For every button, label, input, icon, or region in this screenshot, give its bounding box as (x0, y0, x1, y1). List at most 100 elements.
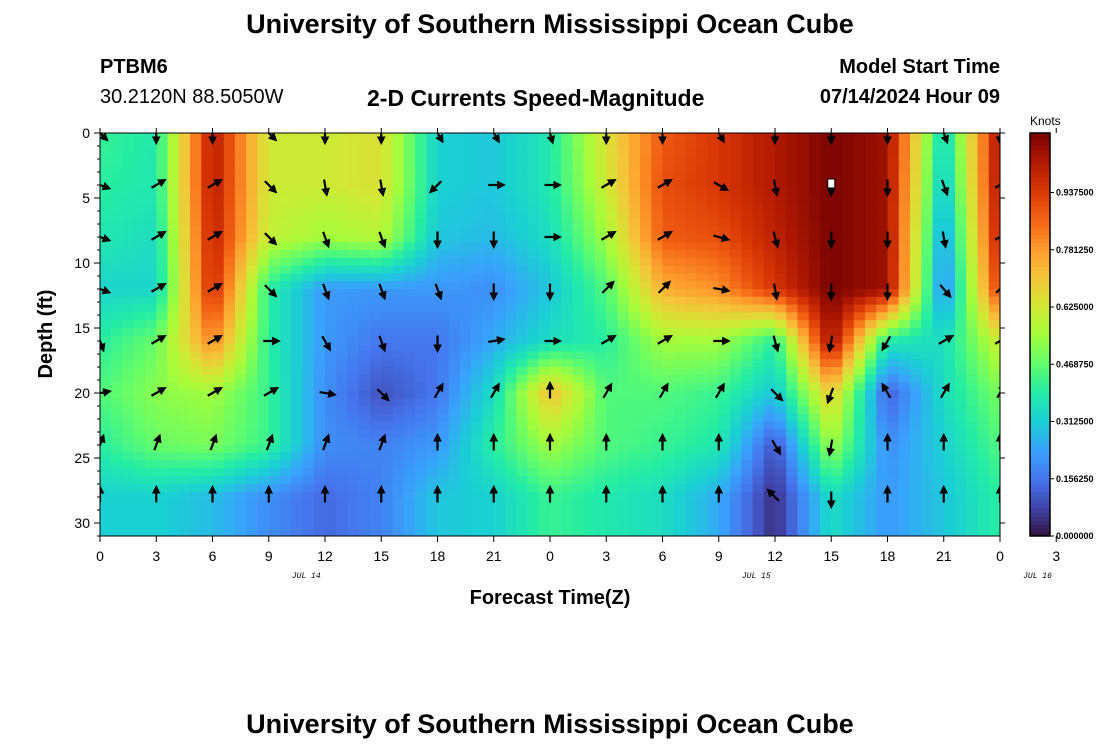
heatmap-cell (966, 445, 979, 454)
heatmap-cell (887, 211, 900, 220)
heatmap-cell (606, 351, 619, 360)
heatmap-cell (538, 530, 551, 536)
heatmap-cell (381, 281, 394, 290)
heatmap-cell (786, 281, 799, 290)
heatmap-cell (426, 507, 439, 516)
colorbar-segment (1030, 205, 1050, 211)
heatmap-cell (876, 195, 889, 204)
heatmap-cell (516, 335, 529, 345)
heatmap-cell (628, 437, 641, 446)
heatmap-cell (156, 406, 169, 415)
heatmap-cell (718, 242, 731, 251)
heatmap-cell (797, 437, 810, 446)
heatmap-cell (257, 320, 270, 329)
heatmap-cell (606, 499, 619, 508)
heatmap-cell (403, 437, 416, 446)
heatmap-cell (325, 242, 337, 251)
heatmap-cell (493, 140, 506, 150)
x-tick-label: 6 (659, 548, 667, 564)
current-vectors (100, 133, 1000, 510)
heatmap-cell (763, 250, 776, 259)
heatmap-cell (842, 406, 855, 415)
heatmap-cell (662, 452, 675, 462)
heatmap-cell (786, 499, 799, 508)
heatmap-cell (583, 234, 596, 243)
heatmap-cell (527, 148, 540, 157)
heatmap-cell (910, 437, 922, 446)
heatmap-cell (313, 281, 326, 290)
heatmap-cell (370, 507, 382, 516)
heatmap-cell (325, 179, 337, 189)
heatmap-cell (505, 250, 517, 259)
heatmap-cell (426, 406, 439, 415)
heatmap-cell (932, 382, 945, 391)
heatmap-cell (471, 335, 484, 345)
heatmap-cell (696, 172, 709, 181)
heatmap-cell (100, 476, 112, 485)
heatmap-cell (235, 234, 247, 243)
heatmap-cell (662, 351, 675, 360)
current-arrow (100, 388, 112, 397)
heatmap-cell (831, 273, 844, 282)
heatmap-cell (763, 296, 776, 306)
heatmap-cell (347, 257, 360, 267)
heatmap-cell (685, 499, 697, 508)
heatmap-cell (493, 211, 506, 220)
heatmap-cell (122, 187, 135, 196)
colorbar (1030, 133, 1050, 536)
heatmap-cell (662, 367, 675, 376)
heatmap-cell (538, 273, 551, 282)
heatmap-cell (145, 328, 157, 337)
heatmap-cell (403, 156, 416, 165)
heatmap-cell (696, 265, 709, 274)
heatmap-cell (583, 437, 596, 446)
heatmap-cell (392, 359, 405, 368)
heatmap-cell (887, 133, 900, 142)
heatmap-cell (460, 156, 472, 165)
heatmap-cell (358, 234, 371, 243)
heatmap-cell (673, 179, 686, 189)
heatmap-cell (932, 343, 945, 352)
heatmap-cell (955, 218, 967, 228)
heatmap-cell (426, 304, 439, 313)
heatmap-cell (482, 203, 495, 212)
heatmap-cell (201, 187, 214, 196)
heatmap-cell (280, 328, 292, 337)
heatmap-cell (932, 437, 945, 446)
heatmap-cell (595, 359, 607, 368)
heatmap-cell (223, 530, 236, 536)
heatmap-cell (955, 195, 967, 204)
heatmap-cell (673, 195, 686, 204)
heatmap-cell (775, 351, 787, 360)
colorbar-segment (1030, 282, 1050, 287)
heatmap-cell (763, 499, 776, 508)
current-arrow (378, 283, 387, 301)
heatmap-cell (865, 421, 877, 430)
heatmap-cell (651, 491, 664, 501)
heatmap-cell (617, 312, 630, 321)
heatmap-cell (291, 164, 304, 173)
heatmap-cell (977, 250, 990, 259)
heatmap-cell (100, 367, 112, 376)
heatmap-cell (550, 491, 562, 501)
heatmap-cell (460, 312, 472, 321)
heatmap-cell (955, 328, 967, 337)
current-arrow (207, 334, 223, 345)
heatmap-cell (876, 234, 889, 243)
heatmap-cell (257, 468, 270, 477)
heatmap-cell (797, 234, 810, 243)
heatmap-cell (595, 507, 607, 516)
heatmap-cell (201, 133, 214, 142)
heatmap-cell (955, 390, 967, 399)
heatmap-cell (280, 476, 292, 485)
heatmap-cell (190, 148, 202, 157)
heatmap-cell (820, 179, 832, 189)
heatmap-cell (662, 289, 675, 298)
heatmap-cell (988, 289, 1000, 298)
heatmap-cell (538, 515, 551, 524)
colorbar-segment (1030, 314, 1050, 319)
current-arrow (488, 336, 506, 345)
heatmap-cell (437, 515, 450, 524)
heatmap-cell (685, 289, 697, 298)
heatmap-cell (313, 390, 326, 399)
